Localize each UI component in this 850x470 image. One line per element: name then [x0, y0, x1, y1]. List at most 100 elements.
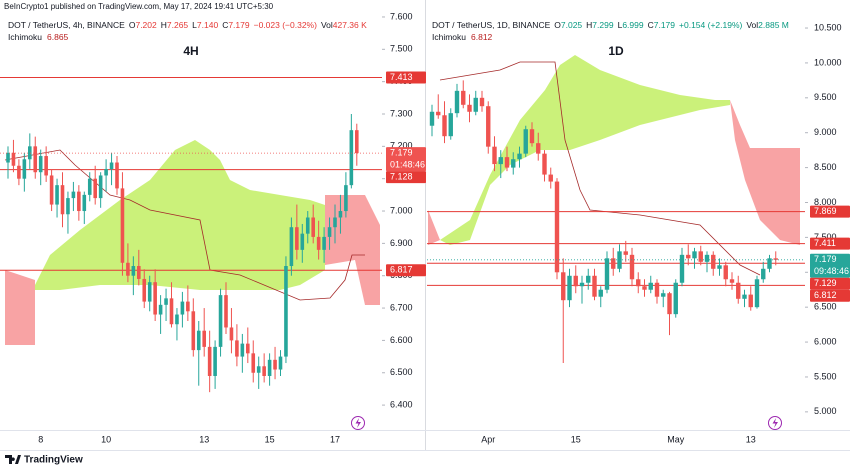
candle-body	[742, 294, 747, 299]
legend-label: H	[586, 20, 592, 30]
legend-label: Vol	[746, 20, 758, 30]
candle-body	[698, 251, 703, 262]
legend-label: C	[648, 20, 654, 30]
candle-body	[523, 129, 528, 154]
indicator-value: 6.812	[471, 32, 493, 42]
price-label-box	[810, 277, 850, 290]
x-tick-label: 8	[38, 434, 43, 444]
legend-value: 7.025	[561, 20, 583, 30]
legend-label: O	[129, 20, 136, 30]
legend-value: +0.154 (+2.19%)	[679, 20, 742, 30]
y-tick-label: 5.500	[814, 371, 837, 381]
candle-body	[77, 191, 81, 212]
indicator-header: Ichimoku 6.865	[8, 32, 69, 42]
published-note: BeInCrypto1 published on TradingView.com…	[4, 2, 274, 11]
candle-body	[548, 174, 553, 182]
candle-body	[736, 282, 741, 299]
candle-body	[773, 258, 778, 260]
price-label: 7.411	[814, 238, 836, 248]
candle-body	[679, 254, 685, 283]
x-tick-label: May	[667, 434, 685, 444]
y-tick-label: 5.000	[814, 406, 837, 416]
candle-body	[473, 97, 478, 112]
candle-body	[251, 353, 256, 373]
candle-body	[629, 254, 635, 280]
cloud-bull	[440, 55, 730, 245]
price-label: 6.812	[814, 290, 837, 300]
legend-value: 2.885 M	[758, 20, 789, 30]
price-label-box	[810, 253, 850, 278]
candle-body	[636, 279, 641, 287]
candle-body	[561, 272, 566, 301]
price-label: 7.179	[390, 148, 413, 158]
chart-header: DOT / TetherUS, 4h, BINANCE O7.202 H7.265 L…	[8, 20, 367, 30]
symbol: DOT / TetherUS, 4h, BINANCE	[8, 20, 125, 30]
candle-body	[300, 233, 305, 250]
candle-body	[137, 266, 141, 279]
candle-body	[229, 327, 234, 341]
y-tick-label: 7.000	[390, 205, 413, 215]
candle-body	[305, 217, 310, 234]
candle-body	[93, 178, 97, 199]
price-label: 6.817	[390, 265, 413, 275]
legend-value: 6.999	[622, 20, 644, 30]
y-tick-label: 7.600	[390, 11, 413, 21]
legend-value: −0.023 (−0.32%)	[254, 20, 317, 30]
candle-body	[429, 111, 435, 126]
candle-body	[542, 153, 547, 175]
legend-label: C	[222, 20, 228, 30]
candle-body	[442, 115, 447, 137]
candle-body	[529, 129, 535, 144]
candle-body	[191, 311, 196, 351]
y-tick-label: 6.500	[814, 302, 837, 312]
candle-body	[180, 301, 185, 315]
candle-body	[355, 130, 359, 154]
candle-body	[327, 227, 332, 237]
candle-body	[479, 97, 485, 107]
price-label: 01:48:46	[390, 160, 425, 170]
candle-body	[467, 104, 472, 112]
candle-body	[115, 162, 119, 189]
candle-body	[611, 258, 616, 269]
price-label-box	[810, 237, 850, 250]
indicator-value: 6.865	[47, 32, 69, 42]
candle-body	[554, 181, 560, 273]
x-tick-label: Apr	[481, 434, 495, 444]
candle-body	[316, 236, 321, 250]
candle-body	[104, 168, 108, 176]
candle-body	[278, 356, 283, 370]
candle-body	[66, 198, 70, 215]
y-tick-label: 6.500	[390, 367, 413, 377]
y-tick-label: 6.700	[390, 302, 413, 312]
price-label: 7.128	[390, 172, 413, 182]
candle-body	[267, 359, 272, 376]
candle-body	[711, 254, 716, 269]
candle-body	[218, 295, 223, 347]
x-tick-label: 15	[571, 434, 581, 444]
legend-value: 427.36 K	[333, 20, 367, 30]
candle-body	[667, 293, 672, 315]
x-tick-label: 17	[330, 434, 340, 444]
candle-body	[648, 282, 653, 290]
price-label-box	[810, 289, 850, 302]
candle-body	[256, 366, 261, 373]
y-tick-label: 7.500	[814, 232, 837, 242]
y-tick-label: 10.000	[814, 57, 842, 67]
brand-logo	[5, 455, 21, 464]
candle-body	[686, 254, 691, 259]
x-tick-label: 15	[265, 434, 275, 444]
candle-body	[164, 298, 168, 305]
candle-body	[623, 251, 628, 255]
candle-body	[704, 254, 710, 262]
candle-body	[311, 217, 315, 237]
candle-body	[573, 275, 578, 287]
indicator-name: Ichimoku	[432, 32, 466, 42]
candle-body	[131, 266, 136, 276]
candle-body	[82, 194, 87, 212]
candle-body	[289, 227, 294, 267]
candle-body	[586, 275, 591, 283]
x-tick-label: 13	[746, 434, 756, 444]
candle-body	[338, 211, 343, 218]
price-label: 7.179	[814, 254, 837, 264]
